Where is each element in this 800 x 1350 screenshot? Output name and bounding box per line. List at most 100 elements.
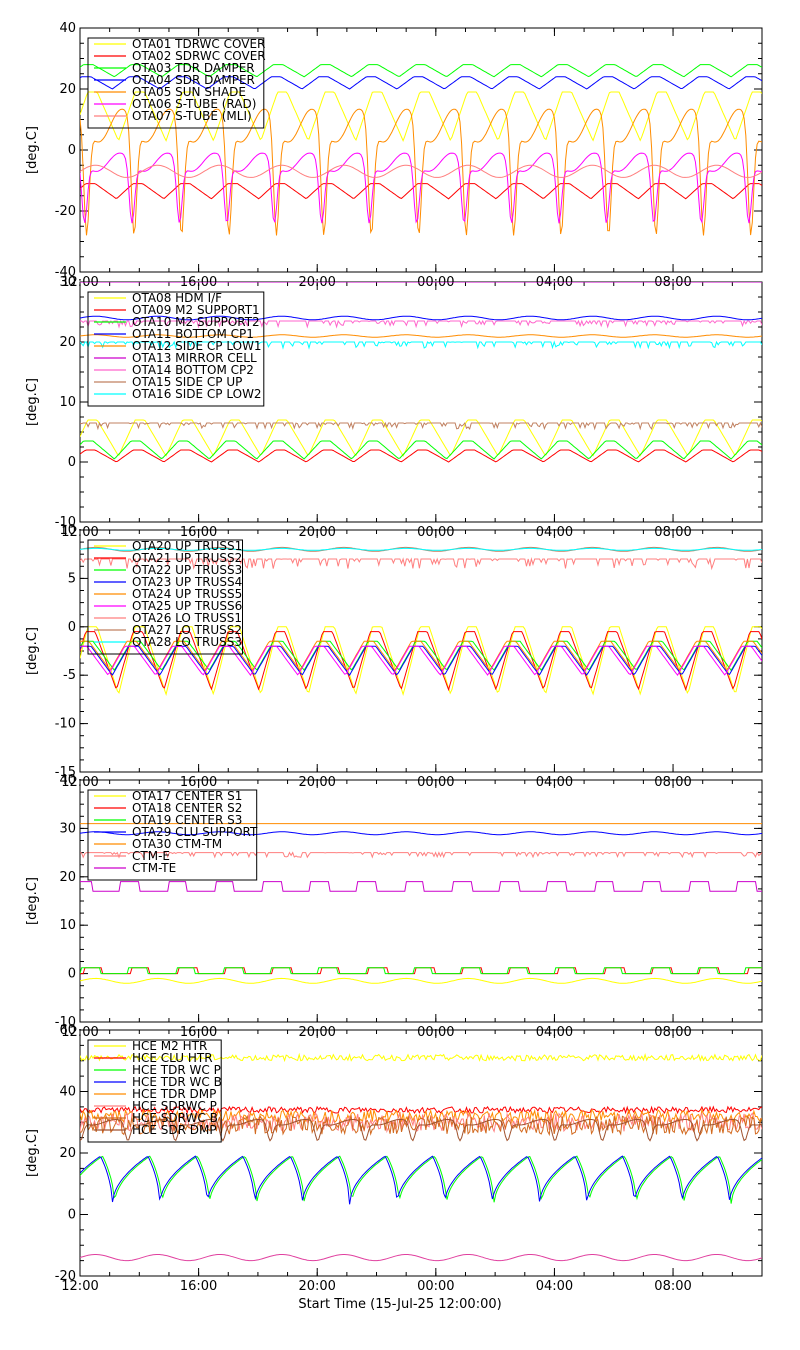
y-tick-label: 20 <box>59 82 76 97</box>
legend-label: HCE TDR WC B <box>132 1075 222 1089</box>
y-axis-title: [deg.C] <box>25 1129 40 1177</box>
series-line-3 <box>80 64 762 78</box>
x-tick-label: 04:00 <box>536 1279 573 1294</box>
series-line-4 <box>80 831 762 836</box>
y-tick-label: 10 <box>59 523 76 538</box>
y-tick-label: 20 <box>59 870 76 885</box>
legend-label: OTA15 SIDE CP UP <box>132 375 242 389</box>
legend-label: OTA20 UP TRUSS1 <box>132 539 242 553</box>
y-tick-label: 10 <box>59 918 76 933</box>
legend-label: OTA30 CTM-TM <box>132 837 222 851</box>
legend-label: OTA11 BOTTOM CP1 <box>132 327 254 341</box>
legend-label: CTM-TE <box>132 861 176 875</box>
y-tick-label: 20 <box>59 335 76 350</box>
series-line-5 <box>80 334 762 338</box>
series-line-3 <box>80 967 762 975</box>
y-tick-label: 10 <box>59 395 76 410</box>
legend-label: OTA08 HDM I/F <box>132 291 222 305</box>
series-line-6 <box>80 1111 762 1134</box>
series-line-1 <box>80 626 762 697</box>
legend-label: OTA09 M2 SUPPORT1 <box>132 303 260 317</box>
x-axis-title: Start Time (15-Jul-25 12:00:00) <box>298 1297 502 1312</box>
series-line-9 <box>80 1254 762 1262</box>
y-tick-label: -10 <box>55 717 76 732</box>
series-group <box>80 64 762 236</box>
legend-label: OTA16 SIDE CP LOW2 <box>132 387 262 401</box>
legend-label: OTA26 LO TRUSS1 <box>132 611 242 625</box>
series-line-9 <box>80 547 762 551</box>
y-tick-label: -10 <box>55 1015 76 1030</box>
legend-box <box>87 1039 222 1143</box>
y-tick-label: -20 <box>55 1269 76 1284</box>
y-tick-label: 0 <box>68 455 76 470</box>
series-line-7 <box>80 319 762 329</box>
legend-label: HCE CLU HTR <box>132 1051 213 1065</box>
x-tick-label: 20:00 <box>298 1279 335 1294</box>
series-line-1 <box>80 1052 762 1063</box>
y-tick-label: 30 <box>59 275 76 290</box>
series-line-2 <box>80 449 762 463</box>
legend-label: OTA17 CENTER S1 <box>132 789 242 803</box>
legend-label: HCE SDRWC B <box>132 1111 218 1125</box>
y-tick-label: 0 <box>68 1208 76 1223</box>
y-tick-label: -10 <box>55 515 76 530</box>
y-tick-label: 20 <box>59 1146 76 1161</box>
series-line-1 <box>80 419 762 457</box>
legend-label: OTA05 SUN SHADE <box>132 85 246 99</box>
series-line-4 <box>80 315 762 321</box>
y-axis-title: [deg.C] <box>25 877 40 925</box>
legend-label: OTA07 S-TUBE (MLI) <box>132 109 252 123</box>
series-line-3 <box>80 1155 762 1204</box>
series-group <box>80 1052 762 1262</box>
legend-box <box>87 539 243 655</box>
legend-label: OTA01 TDRWC COVER <box>132 37 265 51</box>
legend-label: OTA06 S-TUBE (RAD) <box>132 97 256 111</box>
series-line-4 <box>80 1155 762 1205</box>
legend-label: HCE TDR DMP <box>132 1087 216 1101</box>
legend-label: OTA25 UP TRUSS6 <box>132 599 242 613</box>
legend-label: OTA29 CLU SUPPORT <box>132 825 258 839</box>
series-line-3 <box>80 440 762 460</box>
x-tick-label: 08:00 <box>654 1279 691 1294</box>
series-line-7 <box>80 881 762 892</box>
y-tick-label: 60 <box>59 1023 76 1038</box>
chart-panel-1: 40200-20-40[deg.C]12:0016:0020:0000:0004… <box>25 21 763 290</box>
legend-box <box>87 789 258 881</box>
y-tick-label: -5 <box>63 668 76 683</box>
y-tick-label: 40 <box>59 773 76 788</box>
legend-label: CTM-E <box>132 849 170 863</box>
series-line-5 <box>80 640 762 672</box>
y-tick-label: 0 <box>68 620 76 635</box>
legend-label: OTA14 BOTTOM CP2 <box>132 363 254 377</box>
chart-panel-5: 60 40 20 0 -20 [deg.C] 12:00 16:00 20:00 00:00 04:… <box>25 1023 763 1294</box>
series-line-6 <box>80 851 762 859</box>
series-line-9 <box>80 340 762 350</box>
y-tick-label: -40 <box>55 265 76 280</box>
series-group <box>80 546 762 697</box>
legend-label: OTA22 UP TRUSS3 <box>132 563 242 577</box>
series-line-7 <box>80 1114 762 1137</box>
x-tick-label: 12:00 <box>61 1279 98 1294</box>
series-line-8 <box>80 421 762 431</box>
y-tick-label: 30 <box>59 821 76 836</box>
x-tick-label: 16:00 <box>180 1279 217 1294</box>
series-line-7 <box>80 557 762 571</box>
legend-label: OTA28 LO TRUSS3 <box>132 635 242 649</box>
legend-label: OTA24 UP TRUSS5 <box>132 587 242 601</box>
legend-box <box>87 37 265 129</box>
series-group <box>80 823 762 984</box>
series-line-1 <box>80 977 762 984</box>
legend-label: OTA27 LO TRUSS2 <box>132 623 242 637</box>
series-line-5 <box>80 108 762 236</box>
legend-label: HCE SDRWC P <box>132 1099 217 1113</box>
legend-label: OTA03 TDR DAMPER <box>132 61 255 75</box>
legend-label: OTA23 UP TRUSS4 <box>132 575 242 589</box>
legend-box <box>87 291 265 407</box>
y-tick-label: 40 <box>59 1085 76 1100</box>
legend-label: OTA13 MIRROR CELL <box>132 351 257 365</box>
series-line-2 <box>80 967 762 975</box>
